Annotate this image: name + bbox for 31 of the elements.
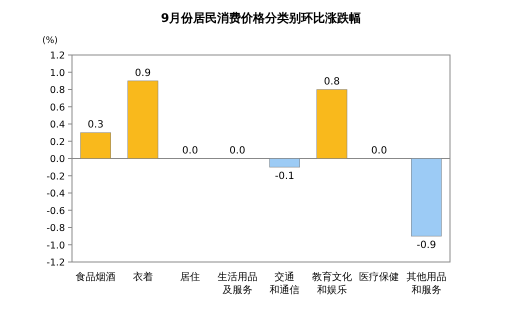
y-tick-label: 0.6 <box>50 102 65 114</box>
y-tick-label: -0.8 <box>46 223 65 234</box>
y-tick-label: 0.2 <box>50 136 65 148</box>
x-tick-label: 其他用品和服务 <box>406 271 446 296</box>
x-tick-label: 医疗保健 <box>359 271 400 283</box>
y-tick-label: -0.2 <box>46 171 65 182</box>
x-tick-label: 教育文化和娱乐 <box>312 271 352 296</box>
x-tick-label: 交通和通信 <box>270 271 300 296</box>
data-label: 0.0 <box>229 146 246 156</box>
chart-title: 9月份居民消费价格分类别环比涨跌幅 <box>160 11 362 25</box>
y-tick-label: -0.4 <box>46 188 65 200</box>
x-tick-label: 衣着 <box>132 271 153 283</box>
data-label: -0.9 <box>416 240 436 252</box>
y-tick-label: 0.4 <box>50 120 65 130</box>
data-label: 0.3 <box>88 120 104 131</box>
x-tick-label: 食品烟酒 <box>76 271 116 283</box>
y-tick-label: -0.6 <box>46 206 65 217</box>
y-tick-label: 0.0 <box>50 154 65 165</box>
y-tick-label: -1.2 <box>46 258 65 268</box>
data-label: 0.0 <box>182 146 198 156</box>
y-tick-label: 1.2 <box>50 50 65 62</box>
x-tick-label: 居住 <box>180 272 200 283</box>
x-tick-label: 生活用品及服务 <box>217 271 258 296</box>
data-label: 0.8 <box>324 76 340 88</box>
data-label: 0.0 <box>371 146 388 156</box>
y-tick-label: -1.0 <box>46 240 65 252</box>
data-label: -0.1 <box>274 171 294 182</box>
y-tick-label: 1.0 <box>50 68 65 79</box>
y-tick-label: 0.8 <box>50 85 65 96</box>
data-label: 0.9 <box>134 68 151 79</box>
y-axis-title: (%) <box>42 36 58 46</box>
